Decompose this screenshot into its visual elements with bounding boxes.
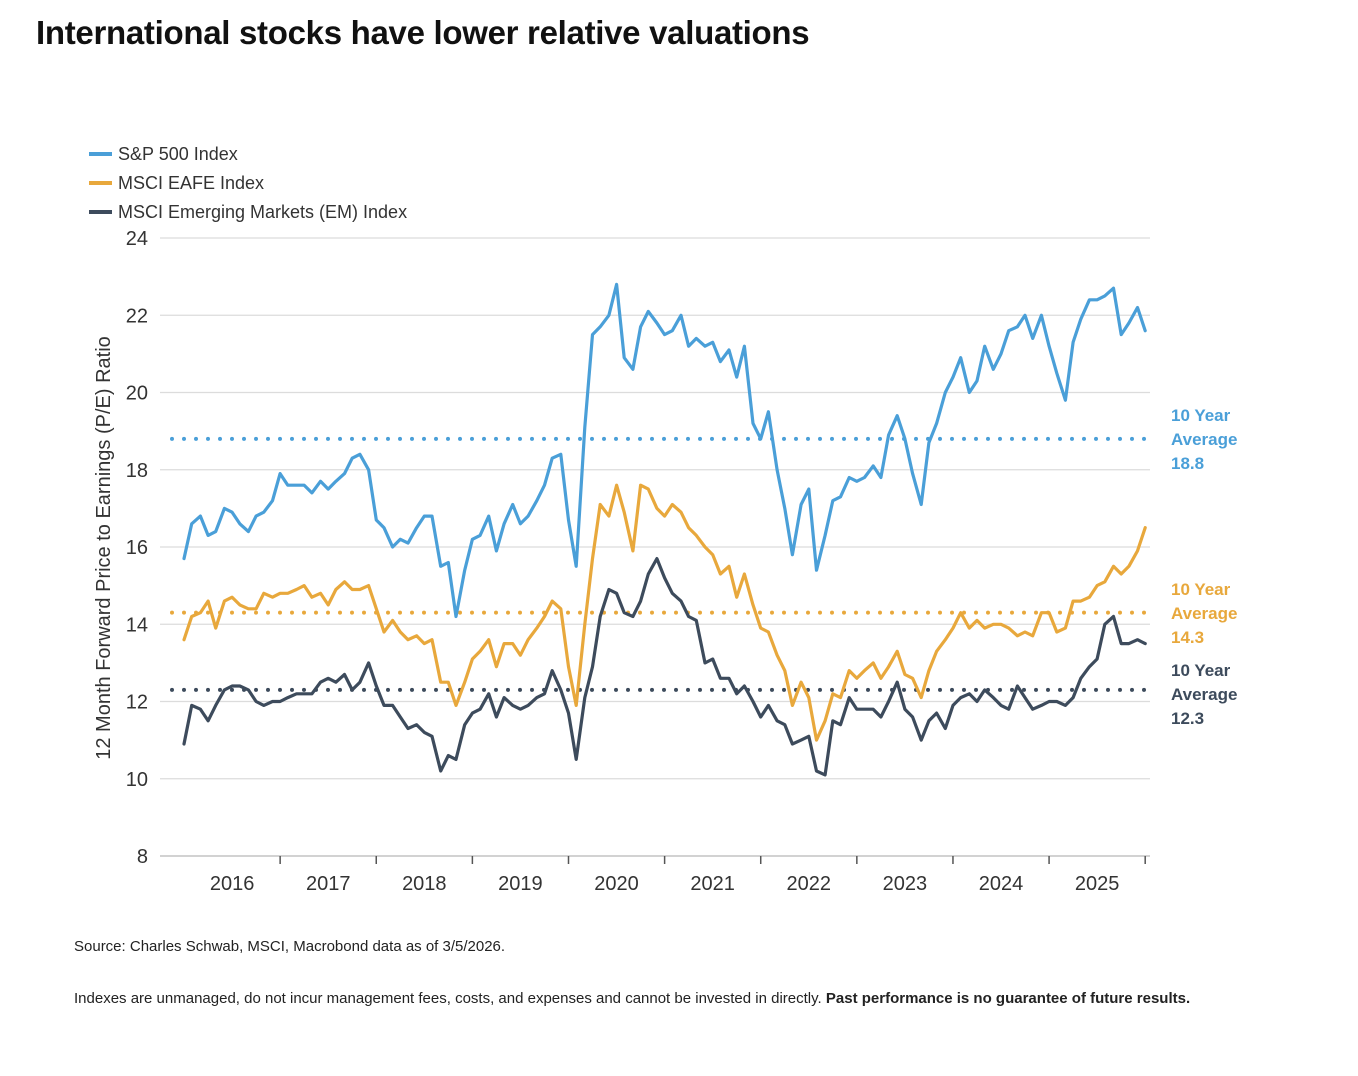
x-tick-label: 2025	[1075, 873, 1120, 895]
y-axis-ticks: 8 10 12 14 16 18 20 22 24	[126, 228, 148, 868]
x-tick-label: 2022	[787, 873, 832, 895]
pe-ratio-line-chart: S&P 500 Index MSCI EAFE Index MSCI Emergin…	[89, 144, 1237, 895]
y-tick-label: 24	[126, 228, 148, 250]
x-tick-label: 2016	[210, 873, 255, 895]
average-label: Average	[1171, 685, 1237, 704]
average-labels: 10 Year Average 18.8 10 Year Average 14.3 10 Y…	[1171, 406, 1237, 728]
x-tick-label: 2019	[498, 873, 543, 895]
average-label: 10 Year	[1171, 661, 1231, 680]
chart-legend: S&P 500 Index MSCI EAFE Index MSCI Emergin…	[89, 144, 407, 222]
y-tick-label: 10	[126, 769, 148, 791]
y-tick-label: 14	[126, 614, 148, 636]
series-line	[182, 483, 1147, 742]
average-label: Average	[1171, 430, 1237, 449]
source-note: Source: Charles Schwab, MSCI, Macrobond …	[74, 938, 506, 955]
legend-label: MSCI Emerging Markets (EM) Index	[118, 202, 407, 222]
average-label: Average	[1171, 604, 1237, 623]
series-line	[182, 557, 1147, 777]
page-title: International stocks have lower relative…	[36, 14, 810, 51]
gridlines	[160, 237, 1150, 857]
disclaimer-note: Indexes are unmanaged, do not incur mana…	[74, 987, 1274, 1011]
x-tick-label: 2024	[979, 873, 1024, 895]
legend-label: S&P 500 Index	[118, 144, 238, 164]
series-line	[182, 282, 1147, 619]
disclaimer-bold-text: Past performance is no guarantee of futu…	[825, 990, 1191, 1007]
average-label: 10 Year	[1171, 580, 1231, 599]
y-tick-label: 18	[126, 460, 148, 482]
x-tick-label: 2017	[306, 873, 351, 895]
legend-label: MSCI EAFE Index	[118, 173, 264, 193]
y-tick-label: 12	[126, 692, 148, 714]
y-tick-label: 16	[126, 537, 148, 559]
disclaimer-text: Indexes are unmanaged, do not incur mana…	[74, 990, 826, 1007]
data-series	[182, 282, 1147, 777]
average-label: 10 Year	[1171, 406, 1231, 425]
x-tick-label: 2018	[402, 873, 447, 895]
x-axis: 2016 2017 2018 2019 2020 2021 2022 2023 2024 2025	[210, 856, 1146, 895]
average-label: 14.3	[1171, 628, 1204, 647]
average-label: 18.8	[1171, 454, 1204, 473]
y-axis-label: 12 Month Forward Price to Earnings (P/E)…	[93, 336, 115, 760]
y-tick-label: 8	[137, 846, 148, 868]
x-tick-label: 2021	[690, 873, 735, 895]
x-tick-label: 2023	[883, 873, 928, 895]
average-label: 12.3	[1171, 709, 1204, 728]
y-tick-label: 22	[126, 305, 148, 327]
y-tick-label: 20	[126, 383, 148, 405]
x-tick-label: 2020	[594, 873, 639, 895]
